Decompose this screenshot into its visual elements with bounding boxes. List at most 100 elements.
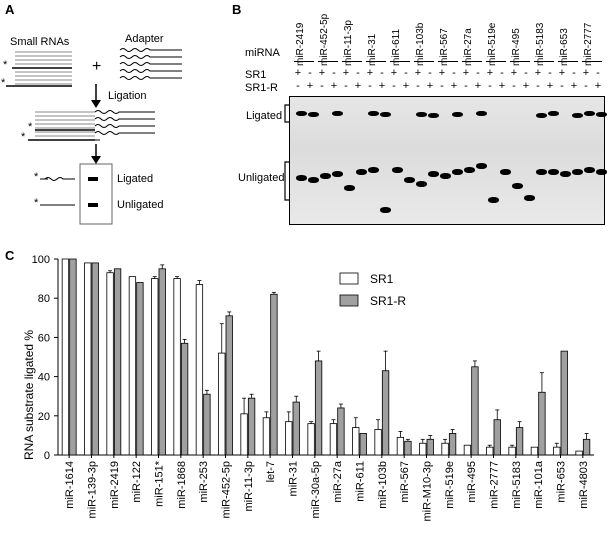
sr1-sign: + [582,67,590,79]
sr1-sign: - [500,67,504,79]
sr1r-sign: - [584,80,588,92]
legend-swatch-sr1-r [339,294,359,307]
gel-band-unligated [428,171,439,177]
adapter-label: Adapter [125,33,164,45]
sr1r-sign: + [474,80,482,92]
bar-sr1-r [359,433,367,456]
sr1-sign: - [524,67,528,79]
legend-label-sr1-r: SR1-R [370,294,406,308]
ligated-products [28,110,155,141]
x-tick-label: miR-653 [556,461,568,503]
gel-lane-underline [414,61,434,62]
gel-band-unligated [512,183,523,189]
sr1-sign: - [428,67,432,79]
ligation-arrow-head [91,100,101,108]
bar-sr1 [151,278,159,456]
sr1r-sign: - [392,80,396,92]
sr1r-sign: + [522,80,530,92]
gel-band-ligated [380,112,391,117]
gel-lane-underline [558,61,578,62]
gel-brackets [284,104,289,201]
bar-sr1 [396,436,405,456]
ligated-text: Ligated [117,173,154,185]
mini-gel-box [79,163,113,225]
x-tick-label: miR-2419 [109,461,121,509]
sr1-sign: + [318,67,326,79]
x-tick-label: miR-1868 [176,461,188,509]
gel-lane-mirna-label: miR-452-5p [319,13,330,66]
bar-sr1-r [292,401,300,456]
bar-sr1-r [448,433,457,456]
sr1r-sign: - [488,80,492,92]
gel-arrow-head [91,156,101,164]
bar-sr1 [307,423,315,456]
bar-sr1-r [538,391,546,456]
sr1-sign: - [548,67,552,79]
gel-band-unligated [596,169,607,175]
gel-band-ligated [596,112,607,117]
gel-band-ligated [584,111,595,116]
gel-band-ligated [296,111,307,116]
sr1r-sign: - [416,80,420,92]
sr1r-row-label: SR1-R [245,82,279,94]
bar-sr1-r [337,407,345,456]
x-tick-label: miR-567 [399,461,411,503]
sr1-sign: + [534,67,542,79]
star-marker-3: * [28,121,33,133]
x-tick-label: miR-4803 [578,461,590,509]
y-tick-label: 0 [44,450,50,462]
bar-sr1-r [180,342,189,456]
gel-band-unligated [572,169,583,175]
gel-band-unligated [404,177,415,183]
gel-band-unligated [416,181,427,187]
gel-band-ligated [536,113,547,118]
x-tick-label: miR-452-5p [221,461,233,518]
bar-sr1 [352,427,360,456]
legend-swatch-sr1 [339,272,359,285]
gel-lane-underline [390,61,410,62]
sr1r-sign: - [464,80,468,92]
bar-sr1-r [381,370,390,456]
bar-sr1 [553,446,561,456]
gel-band-unligated [584,167,595,173]
sr1r-sign: + [498,80,506,92]
sr1r-sign: - [560,80,564,92]
unligated-text: Unligated [117,199,164,211]
bar-sr1 [173,278,181,456]
bar-sr1 [106,272,114,456]
sr1-sign: - [596,67,600,79]
bar-sr1-r [225,315,233,456]
bar-sr1 [486,446,494,456]
panel-a-label: A [5,2,15,17]
gel-lane-mirna-label: miR-103b [415,22,426,66]
bar-sr1-r [247,397,256,456]
mirna-heading: miRNA [245,47,280,59]
bar-chart: 0 20 40 60 80 100 miR-1614 miR-139-3p miR-2419 mi… [32,254,594,522]
gel-lane-underline [366,61,386,62]
sr1-sign: - [452,67,456,79]
sr1r-sign: - [344,80,348,92]
plus-sign: + [92,58,102,75]
y-tick-label: 100 [32,254,50,266]
star-marker-1: * [3,59,8,71]
ligated-symbol [44,177,75,181]
x-tick-label: miR-2777 [489,461,501,509]
gel-band-ligated [332,111,343,116]
bar-sr1 [441,442,449,456]
gel-band-unligated [524,195,535,201]
gel-band-unligated [440,173,451,179]
gel-lane-underline [342,61,362,62]
star-marker-2: * [1,77,6,89]
gel-band-unligated [356,169,367,175]
gel-band-ligated [308,112,319,117]
x-tick-label: miR-101a [533,460,545,509]
bar-sr1 [285,421,293,456]
gel-band-unligated [308,177,319,183]
gel-lane-mirna-label: miR-2419 [295,22,306,66]
sr1r-sign: + [330,80,338,92]
gel-lane-underline [534,61,554,62]
small-rnas-label: Small RNAs [10,36,70,48]
sr1-sign: + [294,67,302,79]
sr1r-sign: - [368,80,372,92]
gel-band-unligated [488,197,499,203]
